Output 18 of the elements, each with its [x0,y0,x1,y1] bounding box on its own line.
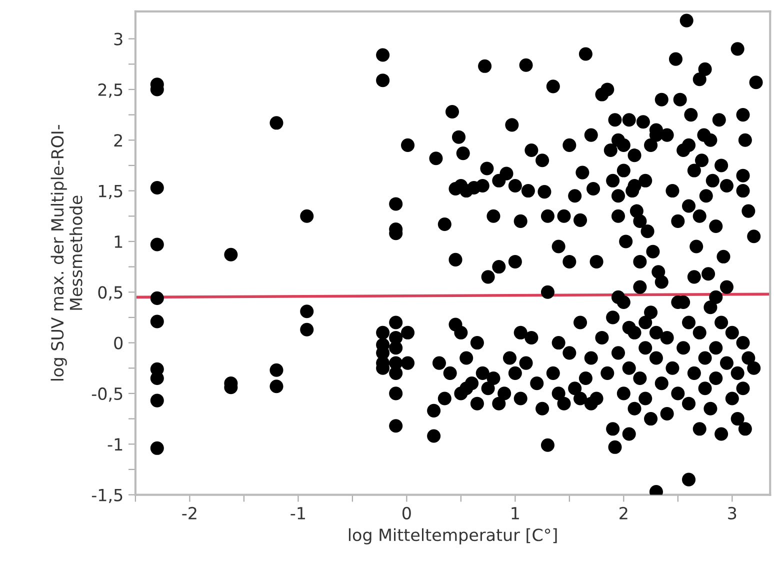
y-tick-label: -1,5 [92,488,122,504]
y-tick-label: 2,5 [98,83,122,98]
y-tick-label: -1 [108,438,122,450]
y-axis-title: log SUV max. der Multiple-ROI- Messmethode [50,124,82,380]
y-tick-label: 0 [114,336,123,350]
y-tick-label: 1 [114,236,122,248]
x-tick-label: 2 [620,506,628,520]
x-tick-label: 0 [402,506,411,520]
x-tick-label: 1 [512,507,519,520]
y-tick-label: 1,5 [98,184,122,200]
y-tick-label: 3 [114,32,122,46]
y-tick-label: 2 [114,134,122,146]
x-tick-label: 3 [728,506,736,520]
x-axis-title: log Mitteltemperatur [C°] [348,528,557,544]
y-tick-label: 0,5 [98,286,122,300]
y-tick-label: -0,5 [92,387,122,402]
x-tick-label: -2 [182,506,196,520]
x-tick-label: -1 [290,507,305,520]
